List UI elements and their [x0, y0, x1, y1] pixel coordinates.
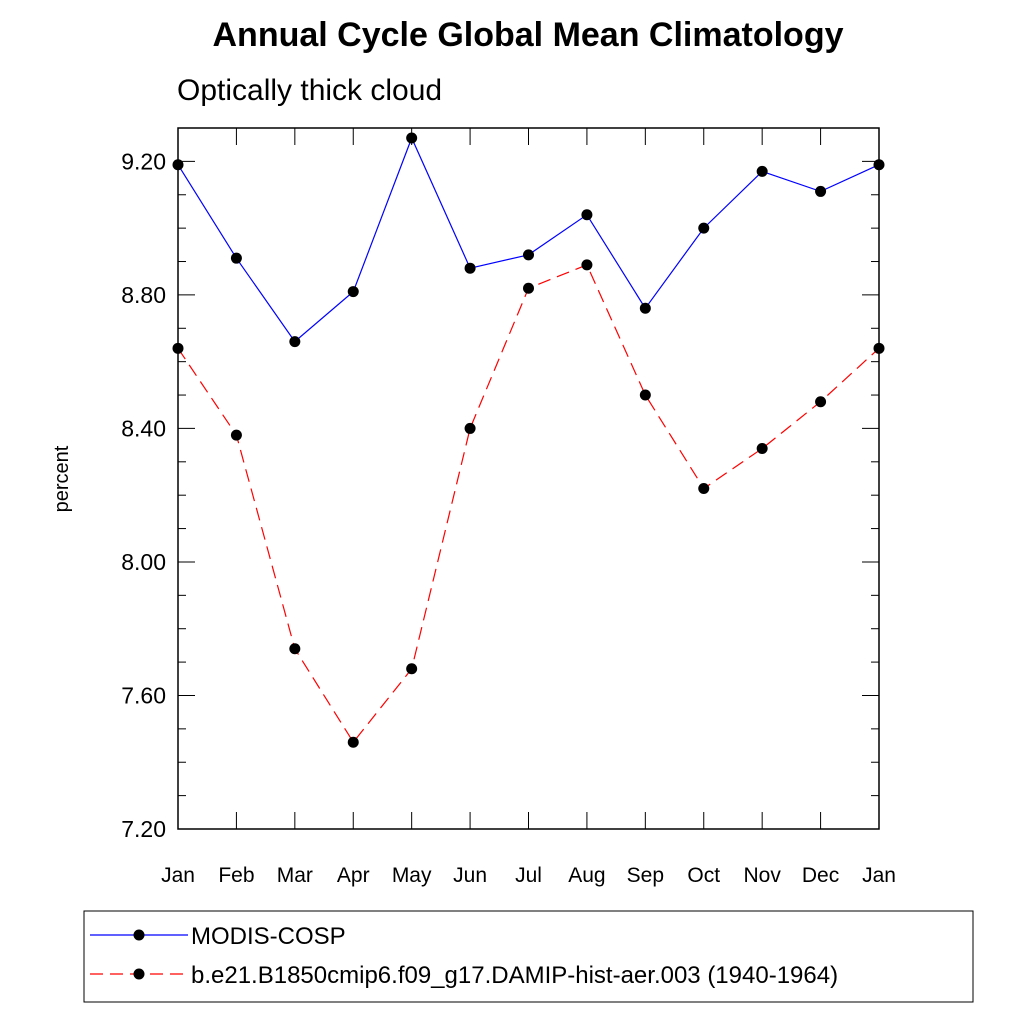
series-2-point [815, 396, 827, 408]
series-1-point [464, 262, 476, 274]
y-tick-label: 7.20 [121, 816, 166, 842]
series-2-point [756, 442, 768, 454]
x-tick-label: Nov [743, 864, 781, 887]
y-tick-label: 8.40 [121, 415, 166, 441]
y-tick-label: 8.00 [121, 549, 166, 575]
series-1-point [289, 336, 301, 348]
legend: MODIS-COSP b.e21.B1850cmip6.f09_g17.DAMIP… [90, 923, 838, 989]
chart-subtitle: Optically thick cloud [177, 74, 442, 107]
x-tick-label: Apr [337, 864, 370, 887]
series-1-point [581, 209, 593, 221]
legend-label-2: b.e21.B1850cmip6.f09_g17.DAMIP-hist-aer.… [191, 962, 838, 989]
series-1-point [756, 165, 768, 177]
series-1-point [172, 159, 184, 171]
plot-frame [177, 127, 880, 830]
series-line-1 [177, 136, 880, 343]
series-2-point [464, 422, 476, 434]
legend-box [83, 910, 974, 1003]
x-tick-label: Sep [627, 864, 664, 887]
legend-marker-2 [133, 968, 145, 980]
series-2-point [698, 483, 710, 495]
series-2-point [172, 342, 184, 354]
x-tick-labels: Jan Feb Mar Apr May Jun Jul Aug Sep Oct Nov Dec Jan [161, 864, 896, 887]
x-tick-label: Aug [568, 864, 605, 887]
x-tick-label: Feb [218, 864, 254, 887]
series-1-point [639, 302, 651, 314]
series-2-point [639, 389, 651, 401]
series-1-point [698, 222, 710, 234]
y-tick-label: 7.60 [121, 682, 166, 708]
x-tick-label: Mar [277, 864, 313, 887]
y-axis-label: percent [51, 445, 73, 512]
series-1-point [815, 185, 827, 197]
series-line-2 [177, 264, 880, 744]
axis-ticks [177, 127, 880, 830]
x-tick-label: Oct [687, 864, 720, 887]
series-1-point [406, 132, 418, 144]
y-tick-label: 8.80 [121, 282, 166, 308]
legend-label-1: MODIS-COSP [191, 923, 346, 950]
chart-title: Annual Cycle Global Mean Climatology [213, 16, 844, 54]
series-2-point [581, 259, 593, 271]
series-2-point [406, 663, 418, 675]
x-tick-label: Jun [453, 864, 487, 887]
y-tick-label: 9.20 [121, 148, 166, 174]
series-2-point [347, 736, 359, 748]
x-tick-label: Dec [802, 864, 839, 887]
series-2-point [873, 342, 885, 354]
series-2-point [523, 282, 534, 294]
x-tick-label: Jul [515, 864, 542, 887]
x-tick-label: Jan [161, 864, 195, 887]
series-1-point [347, 286, 359, 298]
series-1-point [230, 252, 242, 264]
series-1-point [873, 159, 885, 171]
series-2-point [289, 643, 301, 655]
series-lines [177, 136, 880, 744]
x-tick-label: Jan [862, 864, 896, 887]
legend-marker-1 [133, 929, 145, 941]
series-1-point [523, 249, 534, 261]
x-tick-label: May [392, 864, 432, 887]
series-points [172, 132, 885, 748]
series-2-point [230, 429, 242, 441]
y-tick-labels: 9.20 8.80 8.40 8.00 7.60 7.20 [121, 148, 166, 842]
